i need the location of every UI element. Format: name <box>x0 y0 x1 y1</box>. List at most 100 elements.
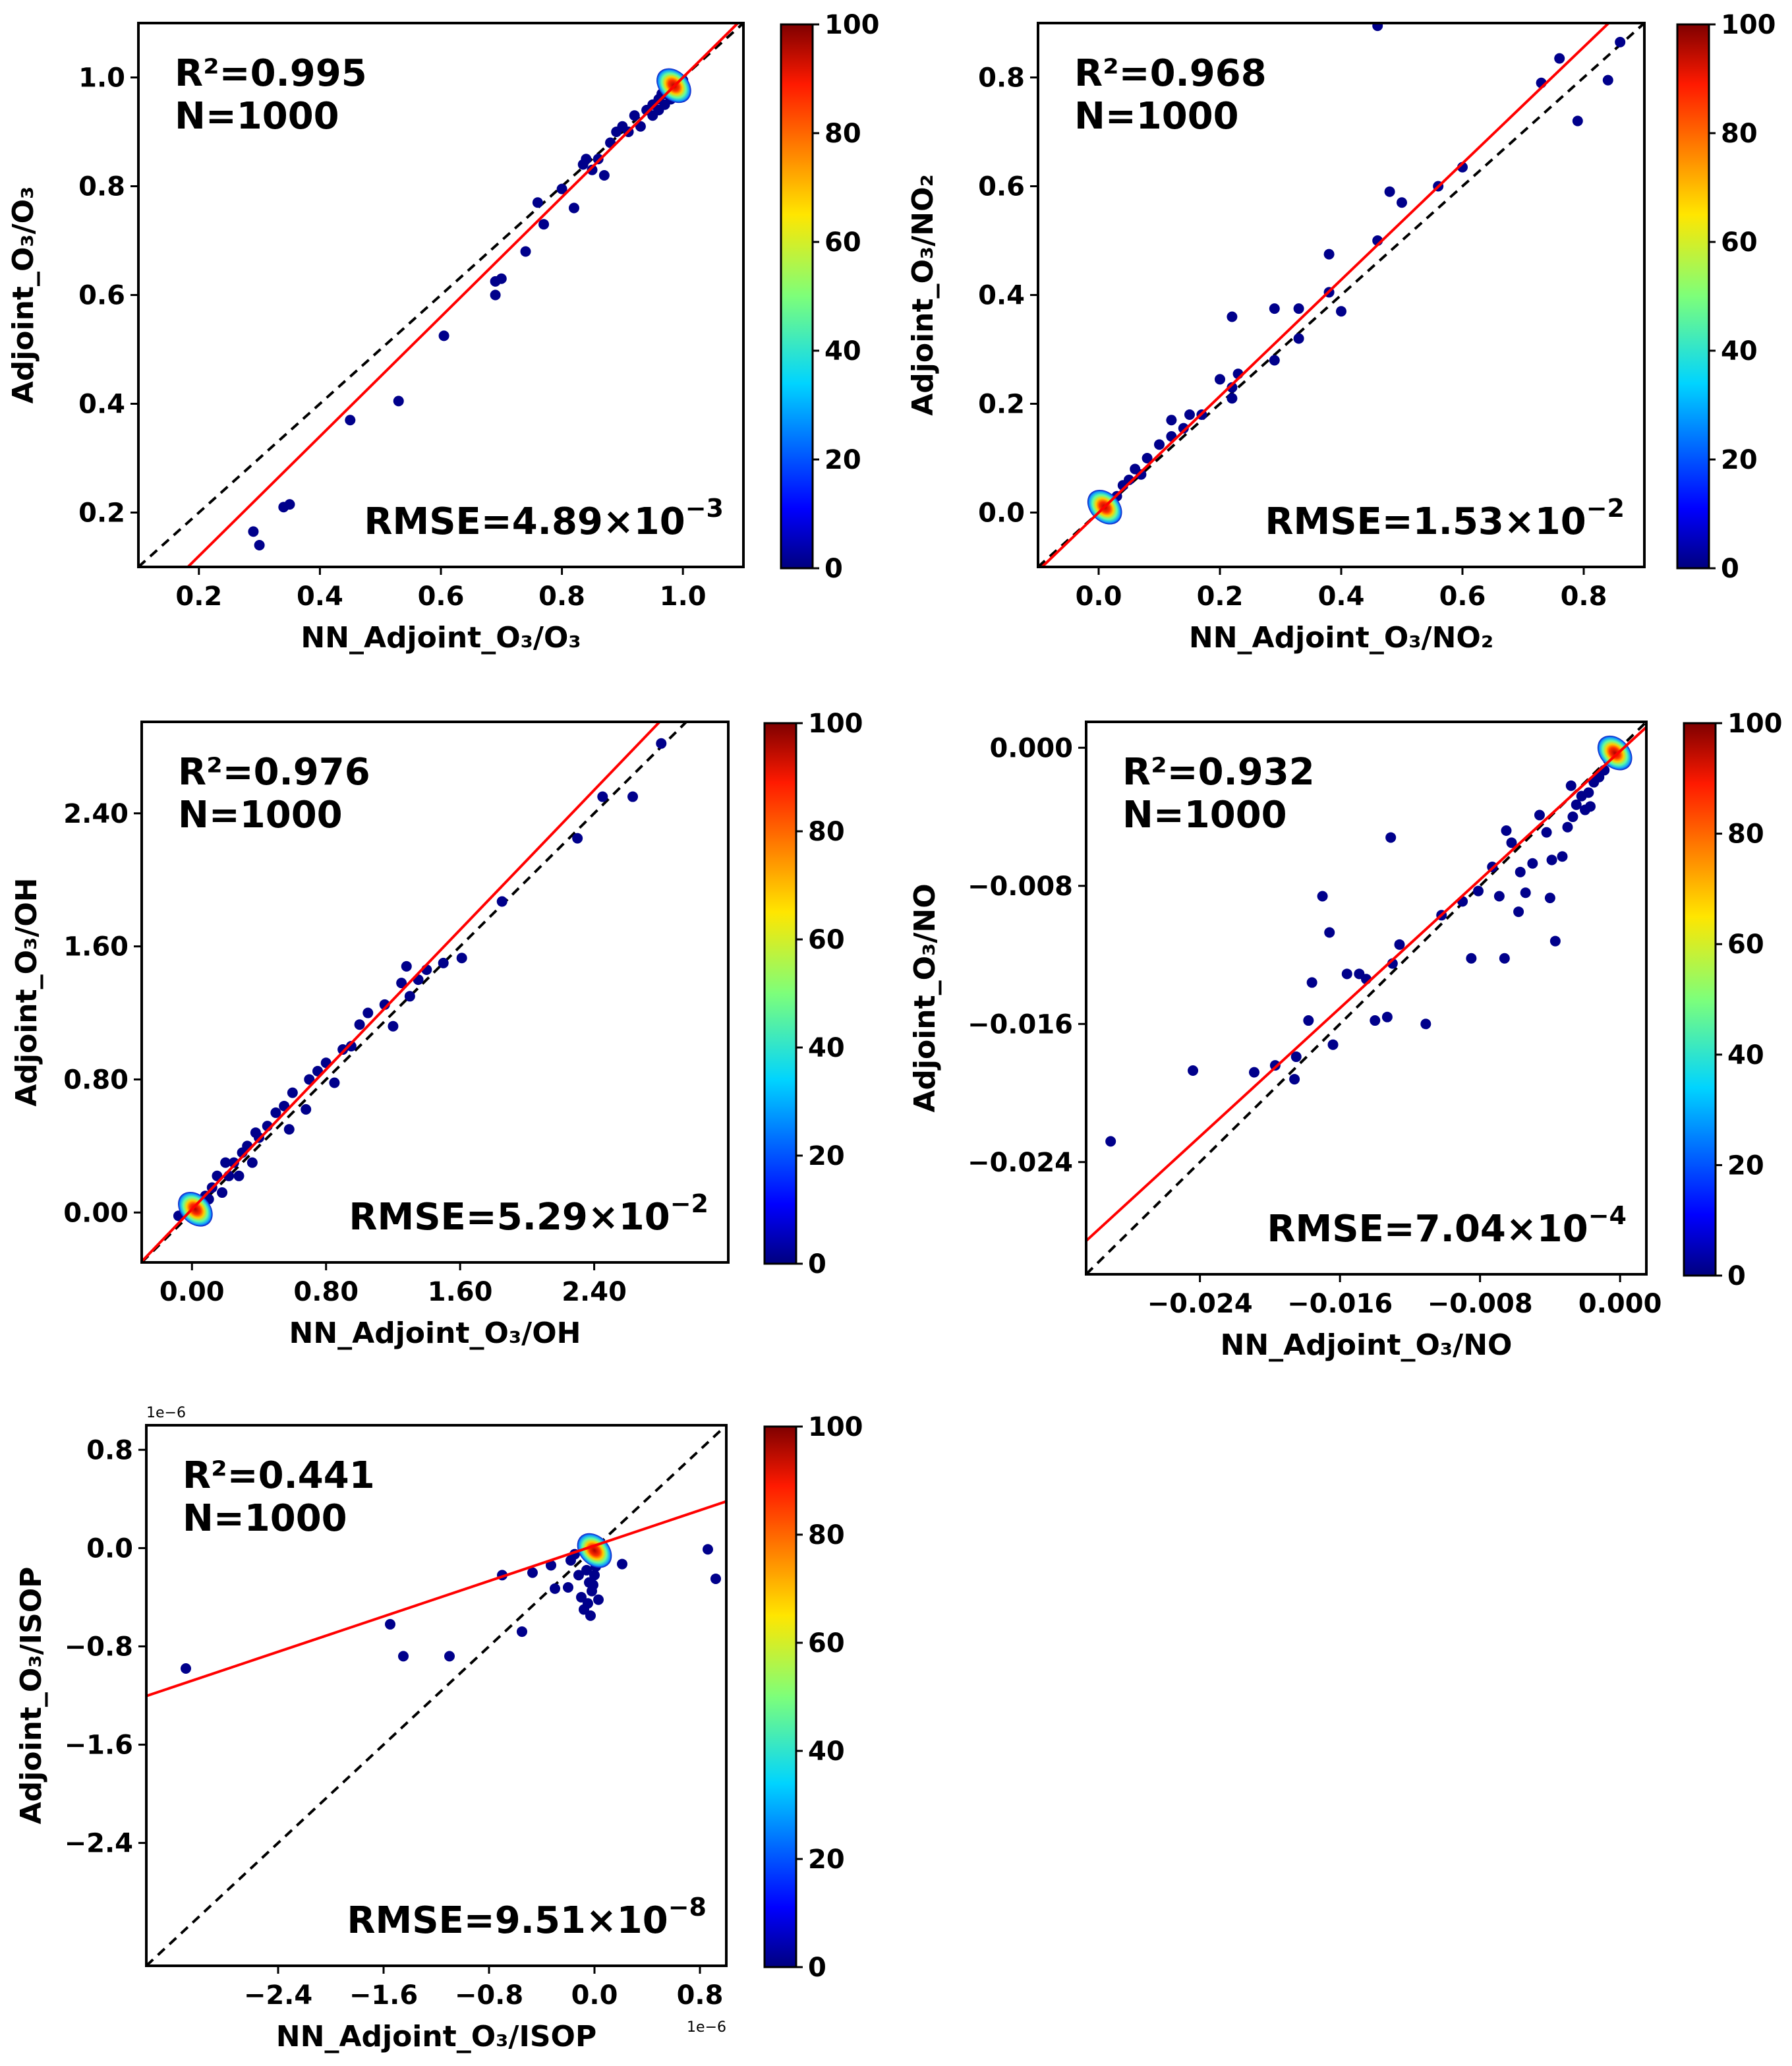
data-point <box>589 1570 600 1581</box>
x-axis-label: NN_Adjoint_O₃/ISOP <box>276 2020 596 2053</box>
x-offset-text: 1e−6 <box>687 2019 726 2036</box>
data-point <box>1397 197 1407 208</box>
colorbar-tick-label: 20 <box>824 445 861 475</box>
x-tick-label: 0.2 <box>1197 581 1244 612</box>
data-point <box>217 1187 228 1198</box>
x-tick-label: 0.4 <box>297 581 343 612</box>
y-tick-label: 1.0 <box>78 63 125 94</box>
data-point <box>1420 1018 1431 1030</box>
data-point <box>1499 953 1510 964</box>
y-tick-label: 0.000 <box>989 733 1073 763</box>
y-tick-label: 0.8 <box>78 172 125 202</box>
colorbar-tick-label: 0 <box>808 1953 826 1983</box>
colorbar-tick-label: 40 <box>808 1033 845 1063</box>
x-tick-label: 0.2 <box>175 581 222 612</box>
colorbar-tick-label: 80 <box>808 817 845 847</box>
data-point <box>1341 968 1352 980</box>
chart-panel-4: −0.024 −0.016 −0.008 0.000 −0.024 −0.016 −0.00… <box>908 709 1783 1362</box>
colorbar-tick-label: 40 <box>808 1736 845 1767</box>
data-point <box>1534 810 1545 821</box>
colorbar-tick-label: 20 <box>808 1141 845 1171</box>
x-tick-label: −1.6 <box>349 1980 418 2011</box>
data-point <box>1184 409 1195 420</box>
data-point <box>337 1044 349 1055</box>
colorbar-tick-label: 80 <box>824 119 861 149</box>
colorbar-tick-label: 80 <box>1727 819 1764 850</box>
data-point <box>1554 53 1565 64</box>
x-tick-label: 0.8 <box>1561 581 1607 612</box>
data-point <box>1227 311 1238 322</box>
data-point <box>1166 415 1177 426</box>
x-tick-label: 1.60 <box>428 1277 493 1307</box>
data-point <box>546 1560 556 1571</box>
y-tick-label: 0.6 <box>78 281 125 311</box>
x-tick-label: 2.40 <box>562 1277 627 1307</box>
y-tick-label: −1.6 <box>65 1730 133 1761</box>
colorbar-tick-label: 0 <box>808 1249 826 1280</box>
sample-count-label: N=1000 <box>1074 95 1239 138</box>
data-point <box>246 1157 258 1168</box>
data-point <box>550 1583 560 1594</box>
y-tick-label: −2.4 <box>65 1829 133 1859</box>
data-point <box>581 154 592 165</box>
data-point <box>563 1582 573 1593</box>
data-point <box>583 1598 593 1609</box>
colorbar-tick-label: 100 <box>1727 709 1783 739</box>
fit-line <box>1040 23 1611 567</box>
x-tick-label: 0.6 <box>418 581 465 612</box>
y-axis-label: Adjoint_O₃/OH <box>10 877 43 1106</box>
x-tick-label: 0.000 <box>1578 1289 1662 1319</box>
sample-count-label: N=1000 <box>183 1497 347 1540</box>
data-point <box>1541 827 1552 838</box>
data-point <box>1557 851 1568 862</box>
rmse-label: RMSE=5.29×10−2 <box>349 1189 708 1239</box>
sample-count-label: N=1000 <box>1122 794 1287 837</box>
rmse-label: RMSE=4.89×10−3 <box>364 494 724 543</box>
data-point <box>520 246 531 257</box>
x-axis-label: NN_Adjoint_O₃/NO <box>1221 1328 1513 1362</box>
r-squared-label: R²=0.968 <box>1074 52 1267 95</box>
data-point <box>254 540 265 550</box>
colorbar-tick-label: 60 <box>1721 227 1758 258</box>
data-point <box>538 219 550 230</box>
data-point <box>598 170 610 181</box>
sample-count-label: N=1000 <box>175 95 339 138</box>
data-point <box>629 110 640 121</box>
data-point <box>287 1087 298 1098</box>
data-point <box>568 202 579 214</box>
data-point <box>233 1170 245 1181</box>
data-point <box>627 791 639 802</box>
data-point <box>283 1124 295 1135</box>
data-point <box>1384 186 1395 197</box>
data-point <box>1317 891 1328 902</box>
density-core <box>1597 735 1633 771</box>
data-point <box>527 1567 538 1578</box>
r-squared-label: R²=0.995 <box>175 52 367 95</box>
y-tick-label: −0.008 <box>968 871 1073 902</box>
plot-area <box>146 1425 726 1966</box>
data-point <box>456 953 467 964</box>
colorbar <box>780 23 814 570</box>
y-axis-label: Adjoint_O₃/O₃ <box>7 187 40 404</box>
plot-frame <box>145 1424 728 1967</box>
data-point <box>1323 249 1335 260</box>
identity-line <box>146 1425 726 1966</box>
colorbar-tick-label: 60 <box>808 925 845 955</box>
data-point <box>1227 393 1238 404</box>
y-tick-label: 0.0 <box>86 1533 133 1564</box>
data-point <box>517 1626 527 1638</box>
sample-count-label: N=1000 <box>178 794 343 837</box>
data-point <box>1372 23 1383 32</box>
colorbar-tick-label: 60 <box>1727 930 1764 960</box>
data-point <box>345 415 356 426</box>
data-point <box>301 1104 312 1115</box>
colorbar-tick-label: 0 <box>1727 1261 1746 1291</box>
data-point <box>1324 927 1335 938</box>
data-point <box>1249 1067 1259 1078</box>
data-point <box>576 1591 587 1603</box>
y-tick-label: 0.8 <box>978 63 1025 94</box>
y-axis-label: Adjoint_O₃/ISOP <box>14 1567 48 1825</box>
identity-line <box>142 722 689 1262</box>
data-point <box>1154 439 1165 450</box>
data-point <box>1493 891 1505 902</box>
